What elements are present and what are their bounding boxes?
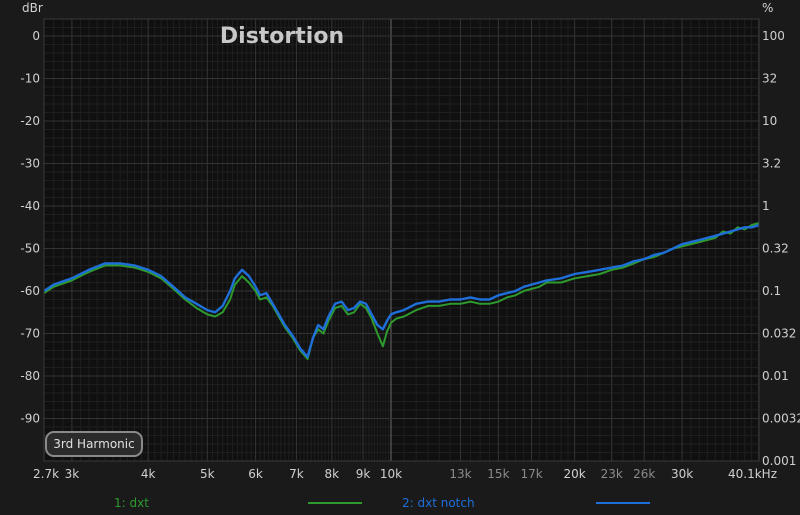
y-tick-label: -30 <box>20 157 40 171</box>
y-tick-label: -50 <box>20 242 40 256</box>
x-tick-label: 10k <box>380 467 402 481</box>
x-tick-label: 30k <box>671 467 693 481</box>
y-tick-label: -80 <box>20 369 40 383</box>
minor-gridlines <box>44 19 759 461</box>
series-line-1 <box>43 222 760 360</box>
y-right-tick-label: 32 <box>762 72 777 86</box>
y-right-tick-label: 10 <box>762 114 777 128</box>
y-axis-left: 0 -10 -20 -30 -40 -50 -60 -70 -80 -90 <box>20 29 40 426</box>
y-right-tick-label: 0.01 <box>762 369 789 383</box>
y-tick-label: -60 <box>20 284 40 298</box>
y-tick-label: -20 <box>20 114 40 128</box>
y-right-tick-label: 1 <box>762 199 770 213</box>
y-tick-label: -70 <box>20 327 40 341</box>
y-axis-right-unit: % <box>762 1 773 15</box>
chart-title: Distortion <box>220 24 344 49</box>
legend-label-2: 2: dxt notch <box>402 496 475 510</box>
y-right-tick-label: 0.032 <box>762 327 796 341</box>
y-tick-label: 0 <box>32 29 40 43</box>
x-tick-label: 6k <box>248 467 263 481</box>
y-tick-label: -10 <box>20 72 40 86</box>
x-tick-label: 26k <box>633 467 655 481</box>
x-tick-label: 9k <box>356 467 371 481</box>
series-layer <box>43 222 760 360</box>
x-tick-label: 5k <box>200 467 215 481</box>
y-right-tick-label: 0.0032 <box>762 412 800 426</box>
x-tick-label: 7k <box>289 467 304 481</box>
y-right-tick-label: 0.001 <box>762 454 796 468</box>
x-tick-label: 20k <box>564 467 586 481</box>
y-right-tick-label: 0.32 <box>762 242 789 256</box>
y-right-tick-label: 3.2 <box>762 157 781 171</box>
x-tick-label: 4k <box>141 467 156 481</box>
y-tick-label: -40 <box>20 199 40 213</box>
x-tick-label: 23k <box>601 467 623 481</box>
harmonic-mode-button[interactable]: 3rd Harmonic <box>45 431 143 457</box>
x-tick-label: 40.1kHz <box>728 467 777 481</box>
y-right-tick-label: 0.1 <box>762 284 781 298</box>
y-tick-label: -90 <box>20 412 40 426</box>
legend-label-1: 1: dxt <box>114 496 149 510</box>
x-tick-label: 13k <box>449 467 471 481</box>
x-tick-label: 2.7k <box>33 467 59 481</box>
y-axis-left-unit: dBr <box>22 1 43 15</box>
x-tick-label: 8k <box>325 467 340 481</box>
y-axis-right: 100 32 10 3.2 1 0.32 0.1 0.032 0.01 0.0032 0.001 <box>762 29 800 468</box>
x-tick-label: 17k <box>520 467 542 481</box>
x-tick-label: 3k <box>65 467 80 481</box>
y-right-tick-label: 100 <box>762 29 785 43</box>
x-tick-label: 15k <box>487 467 509 481</box>
x-axis: 2.7k 3k 4k 5k 6k 7k 8k 9k 10k 13k 15k 17k 20k 23k 26k 3… <box>33 467 777 481</box>
legend: 1: dxt 2: dxt notch <box>114 496 650 510</box>
plot-border <box>43 18 760 462</box>
series-line-2 <box>43 223 760 359</box>
